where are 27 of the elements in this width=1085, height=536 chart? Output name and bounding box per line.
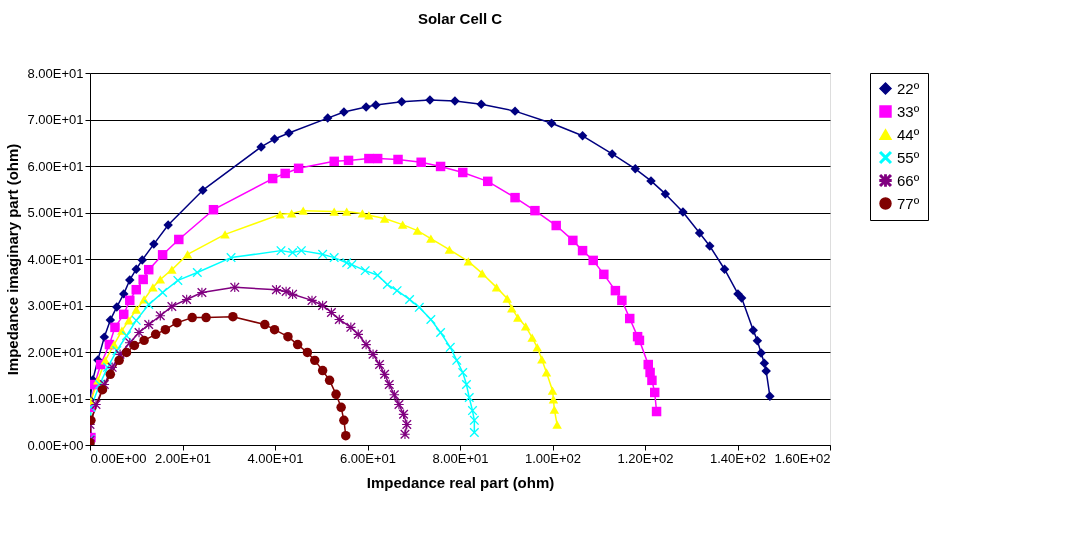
legend-label: 55º [897,148,920,166]
legend-label: 33º [897,102,920,120]
y-tick-label: 5.00E+01 [27,205,84,220]
x-tick-label: 1.60E+02 [774,450,831,466]
x-tick-label: 1.40E+02 [709,450,767,466]
x-axis-title: Impedance real part (ohm) [366,473,555,491]
y-tick-label: 1.00E+01 [27,391,84,406]
legend-label: 22º [897,79,920,97]
y-tick-label: 3.00E+01 [27,298,84,313]
x-tick-label: 0.00E+00 [90,450,147,466]
x-tick-label: 4.00E+01 [247,450,304,466]
legend-label: 77º [897,194,920,212]
legend-label: 66º [897,171,920,189]
y-tick-label: 0.00E+00 [27,437,84,453]
y-tick-label: 2.00E+01 [27,344,84,360]
x-tick-label: 1.20E+02 [617,450,674,466]
y-tick-label: 8.00E+01 [27,65,84,81]
y-axis-title: Impedance imaginary part (ohm) [4,143,22,376]
y-tick-label: 7.00E+01 [27,112,84,127]
y-tick-label: 6.00E+01 [27,158,84,174]
x-tick-label: 8.00E+01 [432,450,489,466]
x-tick-label: 2.00E+01 [154,450,212,466]
x-tick-label: 6.00E+01 [339,450,397,466]
chart-title: Solar Cell C [417,10,503,27]
x-tick-label: 1.00E+02 [524,450,582,466]
y-tick-label: 4.00E+01 [27,251,84,267]
legend-label: 44º [897,125,920,143]
